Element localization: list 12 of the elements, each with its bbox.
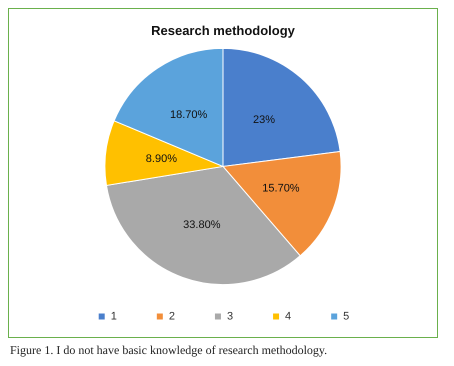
- caption: Figure 1. I do not have basic knowledge of research methodology.: [10, 343, 328, 358]
- legend-label: 3: [226, 310, 234, 322]
- chart-title: Research methodology: [151, 23, 296, 38]
- data-label: 18.70%: [170, 108, 208, 121]
- data-label: 15.70%: [262, 182, 300, 195]
- legend-label: 2: [168, 310, 175, 322]
- legend-label: 4: [285, 310, 292, 322]
- legend-label: 5: [343, 310, 350, 322]
- data-label: 8.90%: [146, 153, 178, 166]
- legend-label: 1: [110, 310, 117, 322]
- data-label: 23%: [252, 114, 276, 126]
- data-label: 33.80%: [183, 218, 221, 231]
